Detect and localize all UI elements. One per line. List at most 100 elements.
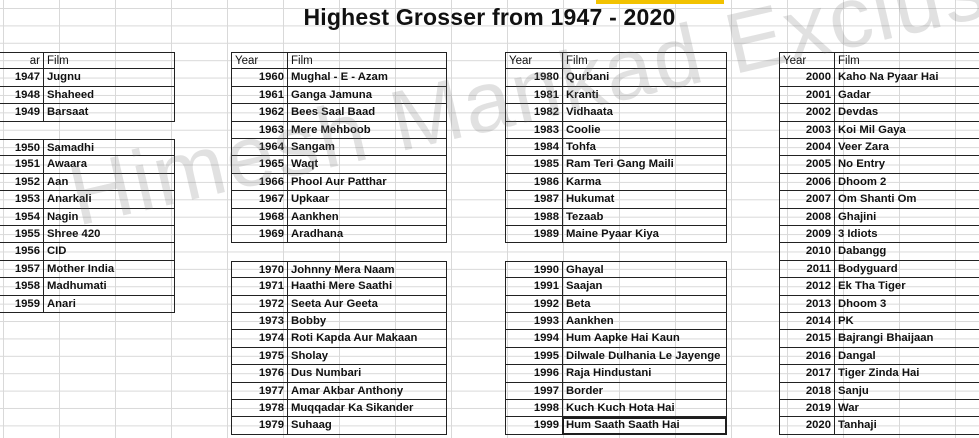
film-cell[interactable]: Anarkali <box>43 191 175 209</box>
film-cell[interactable]: Dabangg <box>834 243 979 261</box>
year-cell[interactable]: 1971 <box>231 278 287 296</box>
film-cell[interactable]: Sanju <box>834 382 979 400</box>
film-cell[interactable]: Jugnu <box>43 69 175 87</box>
film-cell[interactable]: Suhaag <box>287 417 447 435</box>
film-cell[interactable]: Karma <box>562 173 727 192</box>
film-cell[interactable]: Ram Teri Gang Maili <box>562 156 727 174</box>
year-cell[interactable]: 2000 <box>779 69 834 87</box>
film-cell[interactable]: Shree 420 <box>43 226 175 244</box>
film-cell[interactable]: Beta <box>562 295 727 313</box>
year-header[interactable]: Year <box>231 52 287 70</box>
year-cell[interactable]: 2001 <box>779 86 834 105</box>
film-cell[interactable]: Sholay <box>287 347 447 366</box>
film-cell[interactable]: Dus Numbari <box>287 365 447 383</box>
year-cell[interactable]: 1979 <box>231 417 287 435</box>
year-header[interactable]: Year <box>505 52 562 70</box>
year-cell[interactable]: 1993 <box>505 313 562 331</box>
year-cell[interactable]: 1994 <box>505 330 562 348</box>
film-cell[interactable]: Tezaab <box>562 208 727 226</box>
year-cell[interactable]: 1950 <box>0 139 43 157</box>
year-cell[interactable]: 1983 <box>505 121 562 139</box>
film-cell[interactable]: Kaho Na Pyaar Hai <box>834 69 979 87</box>
film-cell[interactable]: Koi Mil Gaya <box>834 121 979 139</box>
film-cell[interactable]: Seeta Aur Geeta <box>287 295 447 313</box>
year-cell[interactable]: 1963 <box>231 121 287 139</box>
film-cell[interactable]: Roti Kapda Aur Makaan <box>287 330 447 348</box>
year-cell[interactable]: 1965 <box>231 156 287 174</box>
film-cell[interactable]: Muqqadar Ka Sikander <box>287 400 447 418</box>
year-cell[interactable]: 2004 <box>779 139 834 157</box>
year-cell[interactable]: 1978 <box>231 400 287 418</box>
year-cell[interactable]: 2002 <box>779 104 834 122</box>
film-header[interactable]: Film <box>43 52 175 70</box>
film-cell[interactable]: Hum Aapke Hai Kaun <box>562 330 727 348</box>
film-cell[interactable]: Aradhana <box>287 226 447 244</box>
year-cell[interactable]: 1969 <box>231 226 287 244</box>
year-cell[interactable]: 1961 <box>231 86 287 105</box>
film-cell[interactable]: Devdas <box>834 104 979 122</box>
year-cell[interactable]: 1955 <box>0 226 43 244</box>
year-cell[interactable]: 1991 <box>505 278 562 296</box>
film-cell[interactable]: Raja Hindustani <box>562 365 727 383</box>
film-cell[interactable]: Waqt <box>287 156 447 174</box>
film-cell[interactable]: Hukumat <box>562 191 727 209</box>
year-cell[interactable]: 2010 <box>779 243 834 261</box>
film-cell[interactable]: Veer Zara <box>834 139 979 157</box>
year-cell[interactable]: 1949 <box>0 104 43 122</box>
film-cell[interactable]: Saajan <box>562 278 727 296</box>
film-cell[interactable]: Mere Mehboob <box>287 121 447 139</box>
year-cell[interactable]: 1988 <box>505 208 562 226</box>
film-cell[interactable]: Amar Akbar Anthony <box>287 382 447 400</box>
film-cell[interactable]: Mughal - E - Azam <box>287 69 447 87</box>
year-cell[interactable]: 1967 <box>231 191 287 209</box>
year-cell[interactable]: 1984 <box>505 139 562 157</box>
year-header[interactable]: Year <box>779 52 834 70</box>
film-cell[interactable]: Ghayal <box>562 260 727 279</box>
film-cell[interactable]: Kranti <box>562 86 727 105</box>
year-cell[interactable]: 1974 <box>231 330 287 348</box>
year-cell[interactable]: 1956 <box>0 243 43 261</box>
film-cell[interactable]: No Entry <box>834 156 979 174</box>
year-cell[interactable]: 2008 <box>779 208 834 226</box>
film-cell[interactable]: 3 Idiots <box>834 226 979 244</box>
film-cell[interactable]: Aankhen <box>287 208 447 226</box>
film-header[interactable]: Film <box>834 52 979 70</box>
year-cell[interactable]: 1959 <box>0 296 43 313</box>
film-cell[interactable]: Tiger Zinda Hai <box>834 365 979 383</box>
film-cell[interactable]: Haathi Mere Saathi <box>287 278 447 296</box>
year-cell[interactable]: 2003 <box>779 121 834 139</box>
year-cell[interactable]: 1998 <box>505 400 562 418</box>
film-cell[interactable]: Coolie <box>562 121 727 139</box>
year-cell[interactable]: 1958 <box>0 278 43 296</box>
film-cell[interactable]: Kuch Kuch Hota Hai <box>562 400 727 418</box>
year-cell[interactable]: 1985 <box>505 156 562 174</box>
year-cell[interactable]: 1970 <box>231 260 287 279</box>
year-cell[interactable]: 2019 <box>779 400 834 418</box>
year-cell[interactable]: 2020 <box>779 417 834 435</box>
year-cell[interactable]: 1990 <box>505 260 562 279</box>
film-cell[interactable]: Shaheed <box>43 86 175 105</box>
year-cell[interactable]: 1996 <box>505 365 562 383</box>
film-cell[interactable]: Dhoom 2 <box>834 173 979 192</box>
year-cell[interactable]: 1948 <box>0 87 43 105</box>
film-cell[interactable]: Bobby <box>287 313 447 331</box>
film-cell[interactable]: Bajrangi Bhaijaan <box>834 330 979 348</box>
film-cell[interactable]: Nagin <box>43 208 175 226</box>
year-cell[interactable]: 2017 <box>779 365 834 383</box>
film-cell[interactable]: Ghajini <box>834 208 979 226</box>
year-cell[interactable]: 2016 <box>779 347 834 366</box>
year-cell[interactable]: 2007 <box>779 191 834 209</box>
film-cell[interactable]: Madhumati <box>43 278 175 296</box>
film-cell[interactable]: Phool Aur Patthar <box>287 173 447 192</box>
film-cell[interactable]: Ganga Jamuna <box>287 86 447 105</box>
year-cell[interactable]: 1964 <box>231 139 287 157</box>
year-cell[interactable]: 2006 <box>779 173 834 192</box>
year-cell[interactable]: 1997 <box>505 382 562 400</box>
year-cell[interactable]: 1976 <box>231 365 287 383</box>
film-cell[interactable]: Border <box>562 382 727 400</box>
year-cell[interactable]: 2013 <box>779 295 834 313</box>
film-cell[interactable]: Bees Saal Baad <box>287 104 447 122</box>
year-cell[interactable]: 1952 <box>0 174 43 192</box>
film-cell[interactable]: Mother India <box>43 260 175 279</box>
film-cell[interactable]: Samadhi <box>43 139 175 157</box>
